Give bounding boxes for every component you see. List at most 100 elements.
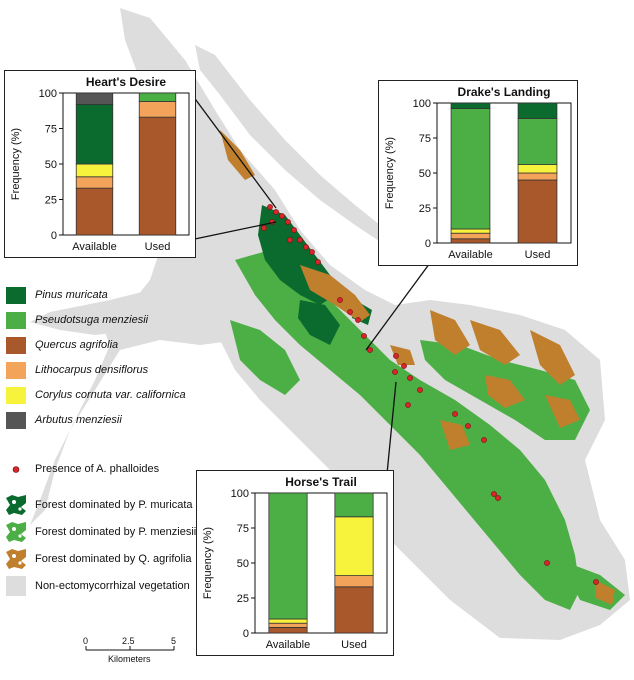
legend-forest-forest-dominated-by-p-menziesii: Forest dominated by P. menziesii [6, 522, 196, 542]
stacked-bar-chart: 0 25 50 75 100 Frequency (%) Available Used [384, 98, 572, 261]
stacked-bar-chart: 0 25 50 75 100 Frequency (%) Available Used [202, 488, 388, 651]
bar-segment-available-corylus [268, 618, 308, 624]
y-tick-label: 100 [413, 98, 431, 110]
legend-forest-forest-dominated-by-p-muricata: Forest dominated by P. muricata [6, 495, 193, 515]
legend-species-lithocarpus-densiflorus: Lithocarpus densiflorus [6, 360, 148, 380]
y-tick-label: 50 [45, 159, 57, 171]
legend-species-label: Corylus cornuta var. californica [35, 389, 186, 401]
bar-segment-used-pseudotsuga [334, 492, 374, 518]
presence-points [261, 204, 599, 585]
bar-segment-used-corylus [334, 516, 374, 576]
y-axis-label: Frequency (%) [10, 128, 22, 200]
scale-tick-0: 0 [83, 636, 89, 646]
pinus-swatch-icon [6, 286, 26, 304]
pinus-forest-swatch-icon [6, 495, 26, 515]
corylus-swatch-icon [6, 386, 26, 404]
y-tick-label: 100 [231, 488, 249, 500]
bar-segment-used-lithocarpus [138, 101, 177, 118]
bar-segment-used-corylus [517, 164, 558, 174]
y-axis-label: Frequency (%) [202, 527, 214, 599]
arbutus-swatch-icon [6, 411, 26, 429]
legend-forest-label: Forest dominated by Q. agrifolia [35, 553, 192, 565]
bar-segment-available-arbutus [75, 92, 114, 105]
inset-leader-lines [189, 91, 439, 485]
bar-segment-used-pseudotsuga [138, 92, 177, 102]
x-category-label: Available [266, 639, 310, 651]
legend-species-corylus-cornuta-var-californica: Corylus cornuta var. californica [6, 385, 186, 405]
stacked-bar-chart: 0 25 50 75 100 Frequency (%) Available Used [10, 88, 190, 253]
scale-tick-1: 2.5 [122, 636, 135, 646]
bar-segment-available-pseudotsuga [268, 492, 308, 620]
legend-species-arbutus-menziesii: Arbutus menziesii [6, 410, 122, 430]
legend-species-pinus-muricata: Pinus muricata [6, 285, 108, 305]
legend-species-pseudotsuga-menziesii: Pseudotsuga menziesii [6, 310, 148, 330]
bar-segment-available-corylus [75, 163, 114, 178]
forest_quercus-forest-swatch-icon [6, 549, 26, 569]
inset-chart-drakes-landing: Drake's Landing 0 25 50 75 100 Frequency (%) Av… [378, 80, 578, 266]
y-tick-label: 25 [45, 195, 57, 207]
legend-forest-label: Forest dominated by P. menziesii [35, 526, 197, 538]
legend-forest-forest-dominated-by-q-agrifolia: Forest dominated by Q. agrifolia [6, 549, 192, 569]
bar-segment-used-lithocarpus [517, 172, 558, 181]
y-axis-label: Frequency (%) [384, 137, 396, 209]
bar-segment-used-pseudotsuga [517, 118, 558, 166]
x-category-label: Used [341, 639, 367, 651]
bar-segment-available-quercus [268, 626, 308, 634]
y-tick-label: 75 [237, 523, 249, 535]
bar-segment-used-pinus [517, 102, 558, 119]
inset-title: Horse's Trail [285, 475, 357, 489]
bar-segment-available-lithocarpus [75, 176, 114, 189]
legend-presence-label: Presence of A. phalloides [35, 463, 160, 475]
x-category-label: Available [448, 249, 492, 261]
inset-chart-hearts-desire: Heart's Desire 0 25 50 75 100 Frequency (%) Ava… [4, 70, 196, 258]
legend-forest-label: Forest dominated by P. muricata [35, 499, 193, 511]
legend-species-label: Lithocarpus densiflorus [35, 364, 149, 376]
y-tick-label: 50 [237, 558, 249, 570]
y-tick-label: 0 [425, 238, 431, 250]
legend-presence: Presence of A. phalloides [6, 459, 159, 479]
bar-segment-available-corylus [450, 228, 491, 234]
y-tick-label: 100 [39, 88, 57, 100]
bar-segment-available-lithocarpus [268, 622, 308, 628]
y-tick-label: 0 [51, 230, 57, 242]
y-tick-label: 75 [45, 124, 57, 136]
pseudotsuga-forest-swatch-icon [6, 522, 26, 542]
legend: Pinus muricata Pseudotsuga menziesii Querc… [6, 285, 246, 615]
legend-species-label: Pseudotsuga menziesii [35, 314, 149, 326]
bar-segment-used-quercus [138, 116, 177, 236]
bar-segment-available-pseudotsuga [450, 108, 491, 230]
scale-bar-graphic [85, 646, 175, 651]
lithocarpus-swatch-icon [6, 361, 26, 379]
bar-segment-used-quercus [334, 586, 374, 634]
nonecto-forest-swatch-icon [6, 576, 26, 596]
y-tick-label: 25 [237, 593, 249, 605]
scale-unit: Kilometers [108, 654, 151, 664]
x-category-label: Used [145, 241, 171, 253]
bar-segment-available-quercus [450, 238, 491, 244]
inset-title: Heart's Desire [85, 75, 167, 89]
legend-forest-label: Non-ectomycorrhizal vegetation [35, 580, 190, 592]
scale-bar: 0 2.5 5 Kilometers [70, 636, 190, 676]
bar-segment-used-lithocarpus [334, 575, 374, 588]
x-category-label: Used [525, 249, 551, 261]
bar-segment-available-quercus [75, 187, 114, 236]
y-tick-label: 50 [419, 168, 431, 180]
pseudotsuga-swatch-icon [6, 311, 26, 329]
scale-tick-2: 5 [171, 636, 177, 646]
y-tick-label: 75 [419, 133, 431, 145]
quercus-swatch-icon [6, 336, 26, 354]
legend-forest-non-ectomycorrhizal-vegetation: Non-ectomycorrhizal vegetation [6, 576, 190, 596]
legend-species-quercus-agrifolia: Quercus agrifolia [6, 335, 118, 355]
legend-species-label: Quercus agrifolia [35, 339, 119, 351]
bar-segment-used-quercus [517, 179, 558, 244]
y-tick-label: 25 [419, 203, 431, 215]
legend-species-label: Pinus muricata [35, 289, 108, 301]
bar-segment-available-pinus [75, 103, 114, 165]
x-category-label: Available [72, 241, 116, 253]
inset-chart-horses-trail: Horse's Trail 0 25 50 75 100 Frequency (%) Avai… [196, 470, 394, 656]
presence-dot-icon [12, 465, 20, 473]
y-tick-label: 0 [243, 628, 249, 640]
legend-species-label: Arbutus menziesii [35, 414, 122, 426]
inset-title: Drake's Landing [457, 85, 551, 99]
